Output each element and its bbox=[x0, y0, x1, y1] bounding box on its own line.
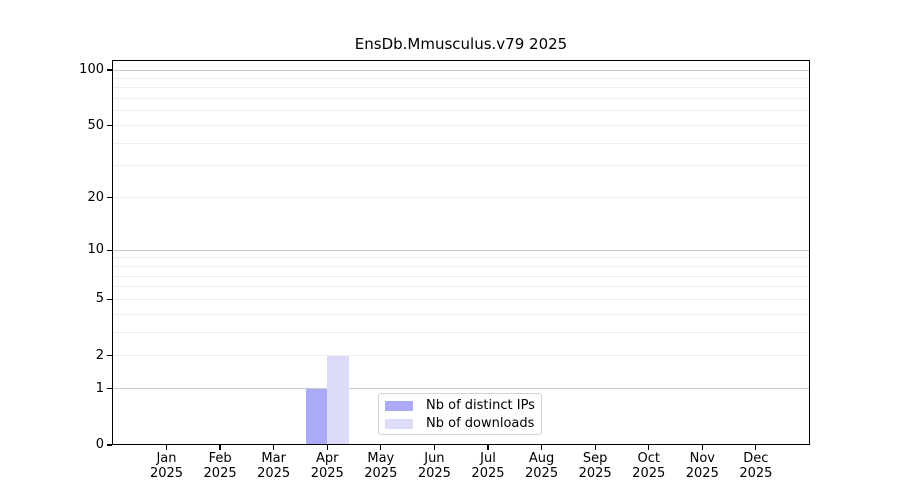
x-tick-jul bbox=[487, 445, 489, 450]
legend-item-downloads: Nb of downloads bbox=[379, 415, 541, 433]
bar-distinct-ips-month-4 bbox=[305, 388, 328, 445]
x-tick-may bbox=[380, 445, 382, 450]
x-tick-sep bbox=[594, 445, 596, 450]
legend-item-distinct-ips: Nb of distinct IPs bbox=[379, 397, 541, 415]
gridline-minor-80 bbox=[113, 87, 809, 89]
gridline-minor-50 bbox=[113, 125, 809, 127]
x-tick-month: Sep bbox=[582, 451, 608, 466]
y-tick-100 bbox=[107, 69, 112, 71]
x-tick-month: Feb bbox=[208, 451, 232, 466]
x-tick-month: Apr bbox=[315, 451, 339, 466]
gridline-major-10 bbox=[113, 249, 809, 251]
x-tick-month: Jul bbox=[480, 451, 496, 466]
chart-title: EnsDb.Mmusculus.v79 2025 bbox=[354, 35, 568, 53]
gridline-minor-60 bbox=[113, 110, 809, 112]
y-tick-label-0: 0 bbox=[95, 437, 104, 452]
x-tick-year: 2025 bbox=[471, 466, 505, 481]
gridline-minor-8 bbox=[113, 265, 809, 267]
x-tick-year: 2025 bbox=[685, 466, 719, 481]
x-tick-month: Nov bbox=[689, 451, 715, 466]
gridline-minor-7 bbox=[113, 275, 809, 277]
x-tick-month: May bbox=[367, 451, 395, 466]
y-tick-0 bbox=[107, 444, 112, 446]
x-tick-label-jun: Jun 2025 bbox=[399, 451, 469, 481]
x-tick-label-may: May 2025 bbox=[346, 451, 416, 481]
x-tick-label-jul: Jul 2025 bbox=[453, 451, 523, 481]
y-tick-5 bbox=[107, 298, 112, 300]
legend-label-distinct-ips: Nb of distinct IPs bbox=[426, 398, 535, 413]
x-tick-year: 2025 bbox=[417, 466, 451, 481]
y-tick-10 bbox=[107, 249, 112, 251]
x-tick-year: 2025 bbox=[310, 466, 344, 481]
x-tick-aug bbox=[540, 445, 543, 450]
x-tick-year: 2025 bbox=[364, 466, 398, 481]
gridline-minor-40 bbox=[113, 142, 809, 144]
x-tick-label-mar: Mar 2025 bbox=[239, 451, 309, 481]
gridline-minor-30 bbox=[113, 165, 809, 167]
x-tick-nov bbox=[701, 445, 703, 450]
y-tick-20 bbox=[107, 197, 112, 199]
x-tick-mar bbox=[273, 445, 275, 450]
y-tick-label-50: 50 bbox=[87, 117, 104, 133]
x-tick-month: Oct bbox=[637, 451, 660, 466]
gridline-major-1 bbox=[113, 388, 809, 390]
x-tick-label-apr: Apr 2025 bbox=[292, 451, 362, 481]
gridline-minor-90 bbox=[113, 77, 809, 79]
gridline-minor-5 bbox=[113, 298, 809, 300]
y-tick-label-10: 10 bbox=[87, 242, 104, 258]
x-tick-feb bbox=[219, 445, 221, 450]
y-tick-label-2: 2 bbox=[95, 347, 104, 363]
y-tick-2 bbox=[107, 355, 112, 357]
x-tick-year: 2025 bbox=[632, 466, 666, 481]
x-tick-year: 2025 bbox=[578, 466, 612, 481]
x-tick-label-oct: Oct 2025 bbox=[614, 451, 684, 481]
gridline-minor-9 bbox=[113, 257, 809, 259]
x-tick-label-dec: Dec 2025 bbox=[721, 451, 791, 481]
x-tick-dec bbox=[755, 445, 757, 450]
x-tick-apr bbox=[326, 445, 328, 450]
x-tick-label-nov: Nov 2025 bbox=[667, 451, 737, 481]
legend-swatch-downloads bbox=[385, 419, 413, 429]
x-tick-month: Jun bbox=[424, 451, 445, 466]
gridline-minor-4 bbox=[113, 313, 809, 315]
x-tick-month: Dec bbox=[743, 451, 769, 466]
y-tick-label-1: 1 bbox=[95, 380, 104, 396]
legend-swatch-distinct-ips bbox=[385, 401, 413, 411]
gridline-major-100 bbox=[113, 69, 809, 71]
x-tick-label-sep: Sep 2025 bbox=[560, 451, 630, 481]
x-tick-year: 2025 bbox=[149, 466, 184, 481]
y-tick-1 bbox=[107, 388, 112, 390]
gridline-minor-70 bbox=[113, 98, 809, 100]
y-tick-50 bbox=[107, 124, 112, 127]
y-tick-label-100: 100 bbox=[79, 62, 104, 77]
y-tick-label-5: 5 bbox=[95, 291, 104, 307]
legend-label-downloads: Nb of downloads bbox=[426, 416, 535, 431]
x-tick-month: Jan bbox=[156, 451, 177, 466]
x-tick-oct bbox=[648, 445, 650, 450]
x-tick-year: 2025 bbox=[257, 466, 291, 481]
x-tick-jun bbox=[433, 445, 435, 450]
y-tick-label-20: 20 bbox=[87, 189, 104, 205]
x-tick-jan bbox=[165, 445, 168, 450]
x-tick-label-aug: Aug 2025 bbox=[507, 451, 577, 481]
x-tick-year: 2025 bbox=[525, 466, 559, 481]
gridline-minor-2 bbox=[113, 355, 809, 357]
gridline-minor-20 bbox=[113, 197, 809, 199]
legend: Nb of distinct IPs Nb of downloads bbox=[378, 393, 542, 435]
gridline-minor-6 bbox=[113, 286, 809, 288]
gridline-minor-3 bbox=[113, 331, 809, 333]
x-tick-year: 2025 bbox=[739, 466, 773, 481]
bar-downloads-month-4 bbox=[327, 355, 349, 445]
x-tick-label-feb: Feb 2025 bbox=[185, 451, 255, 481]
x-tick-month: Aug bbox=[528, 451, 555, 466]
x-tick-month: Mar bbox=[261, 451, 286, 466]
x-tick-label-jan: Jan 2025 bbox=[132, 451, 202, 481]
x-tick-year: 2025 bbox=[203, 466, 237, 481]
